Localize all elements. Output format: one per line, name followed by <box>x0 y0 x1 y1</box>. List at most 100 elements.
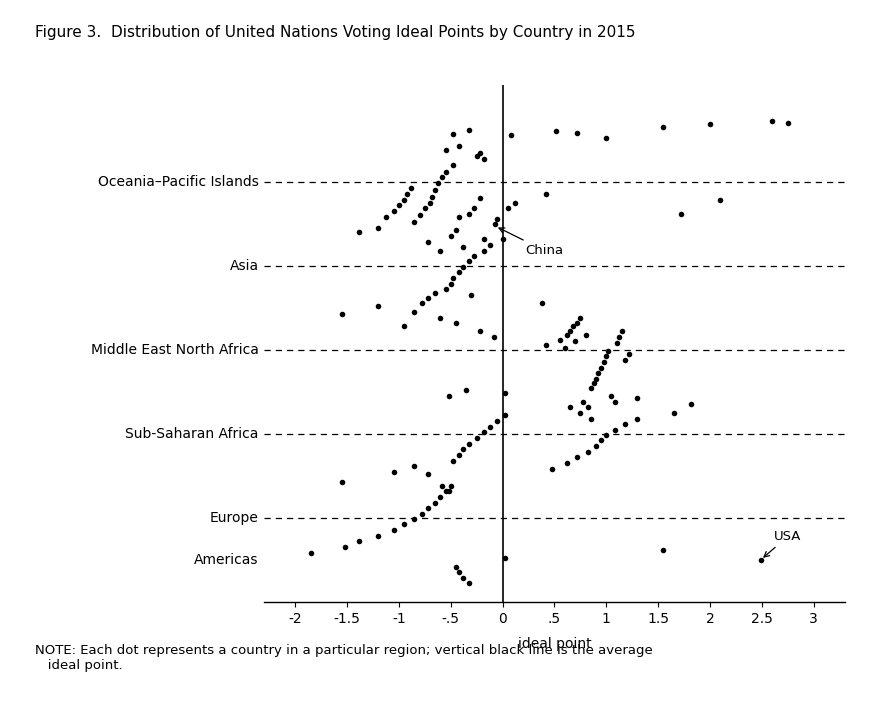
Point <box>477 233 491 244</box>
Text: USA: USA <box>764 530 802 557</box>
Point <box>428 287 442 298</box>
Point <box>452 211 466 222</box>
Point <box>466 250 480 261</box>
Point <box>433 312 447 324</box>
Point <box>371 222 385 234</box>
Point <box>578 329 592 341</box>
Point <box>407 306 422 317</box>
Point <box>421 292 435 303</box>
Point <box>622 348 636 360</box>
Point <box>549 125 563 137</box>
Point <box>503 130 517 141</box>
Point <box>334 476 348 488</box>
Text: China: China <box>499 228 563 257</box>
Point <box>610 337 624 348</box>
Point <box>397 195 411 206</box>
Point <box>508 197 522 208</box>
Point <box>456 443 470 455</box>
Point <box>379 211 393 222</box>
Point <box>449 224 463 236</box>
Point <box>452 449 466 460</box>
Point <box>428 497 442 508</box>
Point <box>438 144 452 155</box>
Point <box>444 278 458 290</box>
Point <box>423 197 437 208</box>
Point <box>488 218 502 229</box>
Point <box>414 508 429 519</box>
Text: Figure 3.  Distribution of United Nations Voting Ideal Points by Country in 2015: Figure 3. Distribution of United Nations… <box>35 25 635 40</box>
Point <box>438 166 452 177</box>
Point <box>589 440 603 452</box>
Point <box>495 233 510 244</box>
Point <box>386 205 400 217</box>
Point <box>674 208 688 219</box>
Text: Middle East North Africa: Middle East North Africa <box>91 343 259 357</box>
Point <box>400 188 414 200</box>
Point <box>352 227 366 238</box>
Text: Sub-Saharan Africa: Sub-Saharan Africa <box>126 427 259 440</box>
Point <box>601 346 615 357</box>
Point <box>488 331 502 343</box>
Point <box>425 191 439 202</box>
Point <box>598 357 612 368</box>
Point <box>599 350 613 362</box>
Point <box>599 132 613 144</box>
Point <box>386 466 400 477</box>
Point <box>560 329 574 341</box>
Point <box>685 399 699 410</box>
Point <box>490 416 504 427</box>
Point <box>477 245 491 256</box>
Point <box>583 413 598 424</box>
Point <box>462 124 476 135</box>
Point <box>587 377 601 389</box>
Point <box>414 298 429 309</box>
Point <box>501 202 515 214</box>
Point <box>703 119 717 130</box>
Point <box>667 407 681 418</box>
Point <box>436 480 450 491</box>
Point <box>352 536 366 547</box>
Point <box>583 382 598 393</box>
Point <box>438 283 452 295</box>
Point <box>446 455 460 467</box>
Point <box>607 396 621 407</box>
Point <box>618 418 632 429</box>
Point <box>656 121 671 132</box>
Point <box>421 502 435 513</box>
Point <box>446 159 460 171</box>
Point <box>477 426 491 438</box>
Point <box>754 554 768 566</box>
Point <box>594 362 608 374</box>
Point <box>630 413 644 424</box>
Point <box>594 435 608 446</box>
Point <box>462 208 476 219</box>
Point <box>462 256 476 267</box>
Point <box>334 309 348 320</box>
Point <box>497 388 511 399</box>
Point <box>459 384 473 396</box>
Point <box>304 547 318 559</box>
Point <box>581 447 595 458</box>
Point <box>392 200 406 211</box>
Point <box>573 312 587 324</box>
Point <box>407 216 422 227</box>
Point <box>449 317 463 329</box>
Point <box>589 373 603 384</box>
Point <box>553 334 567 346</box>
Point <box>612 331 626 343</box>
Point <box>421 469 435 480</box>
Point <box>563 401 577 413</box>
Point <box>618 354 632 365</box>
Point <box>452 267 466 278</box>
Point <box>560 457 574 469</box>
Point <box>570 452 584 463</box>
Point <box>470 433 484 444</box>
Point <box>444 480 458 491</box>
Point <box>563 326 577 337</box>
Point <box>568 336 583 347</box>
Point <box>591 367 605 379</box>
Text: NOTE: Each dot represents a country in a particular region; vertical black line : NOTE: Each dot represents a country in a… <box>35 644 653 673</box>
Point <box>433 491 447 503</box>
Point <box>418 202 432 214</box>
Point <box>477 153 491 164</box>
